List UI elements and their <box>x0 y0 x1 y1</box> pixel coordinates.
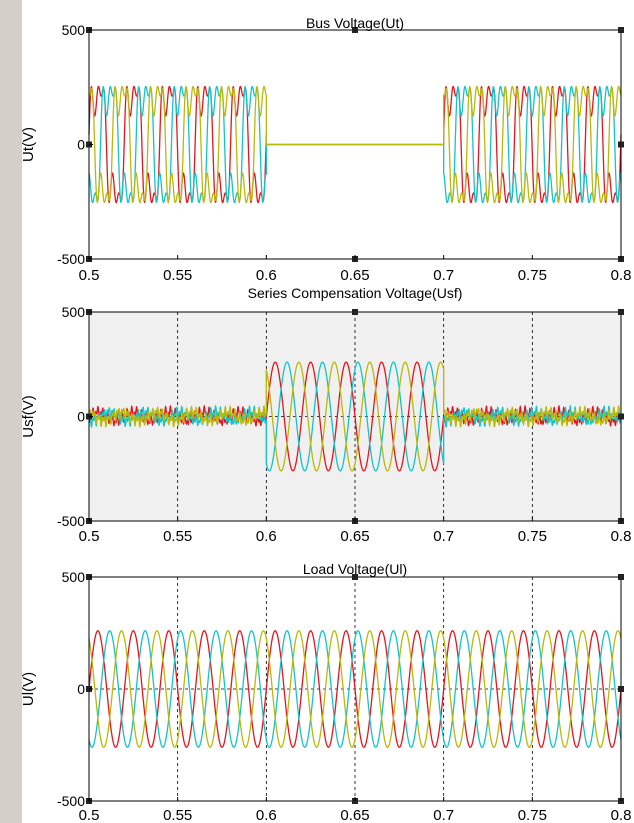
series-line-3 <box>88 630 622 748</box>
y-axis-label: Ut(V) <box>20 127 37 162</box>
x-tick-label: 0.75 <box>518 528 547 545</box>
x-tick-label: 0.5 <box>79 267 100 284</box>
x-tick-label: 0.5 <box>79 807 100 823</box>
x-tick-label: 0.7 <box>433 267 454 284</box>
y-tick-label: 0 <box>77 681 85 697</box>
y-tick-label: 0 <box>77 409 85 425</box>
x-tick-label: 0.75 <box>518 267 547 284</box>
selection-handle[interactable] <box>618 413 624 420</box>
x-tick-label: 0.8 <box>611 807 632 823</box>
x-tick-label: 0.7 <box>433 807 454 823</box>
selection-handle[interactable] <box>618 141 624 148</box>
x-tick-label: 0.65 <box>340 807 369 823</box>
chart-panel-3: Load Voltage(Ul) Ul(V) 0.5 0.55 0.6 0.65 0.7 0.… <box>20 561 631 823</box>
series-line-1 <box>88 630 622 748</box>
series-line-3 <box>88 361 622 472</box>
selection-handle[interactable] <box>618 27 624 33</box>
x-tick-label: 0.7 <box>433 528 454 545</box>
x-tick-label: 0.6 <box>256 807 277 823</box>
y-tick-label: -500 <box>57 513 85 529</box>
x-tick-label: 0.6 <box>256 267 277 284</box>
selection-handle[interactable] <box>352 27 358 33</box>
x-tick-label: 0.8 <box>611 267 632 284</box>
y-tick-label: 500 <box>62 304 86 320</box>
selection-handle[interactable] <box>618 574 624 580</box>
chart-title: Load Voltage(Ul) <box>303 561 407 577</box>
series-line-2 <box>88 630 622 748</box>
chart-title: Series Compensation Voltage(Usf) <box>248 285 463 301</box>
series-line-2 <box>88 361 622 472</box>
x-tick-label: 0.65 <box>340 528 369 545</box>
x-tick-label: 0.75 <box>518 807 547 823</box>
x-tick-label: 0.6 <box>256 528 277 545</box>
chart-title: Bus Voltage(Ut) <box>306 15 404 31</box>
chart-panel-2: Series Compensation Voltage(Usf) Usf(V) 0.… <box>20 285 631 545</box>
x-tick-label: 0.55 <box>163 807 192 823</box>
y-tick-label: -500 <box>57 793 85 809</box>
selection-handle[interactable] <box>618 309 624 315</box>
y-axis-label: Ul(V) <box>20 672 37 706</box>
y-axis-label: Usf(V) <box>20 395 37 438</box>
y-tick-label: 0 <box>77 137 85 153</box>
y-tick-label: -500 <box>57 251 85 267</box>
chart-panel-1: Bus Voltage(Ut) Ut(V) 0.5 0.55 0.6 0.65 0.7 0.7… <box>20 15 631 284</box>
selection-handle[interactable] <box>352 309 358 315</box>
x-tick-label: 0.55 <box>163 528 192 545</box>
y-tick-label: 500 <box>62 22 86 38</box>
selection-handle[interactable] <box>352 574 358 580</box>
x-tick-label: 0.5 <box>79 528 100 545</box>
y-tick-label: 500 <box>62 569 86 585</box>
x-tick-label: 0.8 <box>611 528 632 545</box>
x-tick-label: 0.55 <box>163 267 192 284</box>
window-chrome-strip <box>0 0 22 823</box>
x-tick-label: 0.65 <box>340 267 369 284</box>
series-line-3 <box>88 85 622 204</box>
selection-handle[interactable] <box>618 686 624 692</box>
